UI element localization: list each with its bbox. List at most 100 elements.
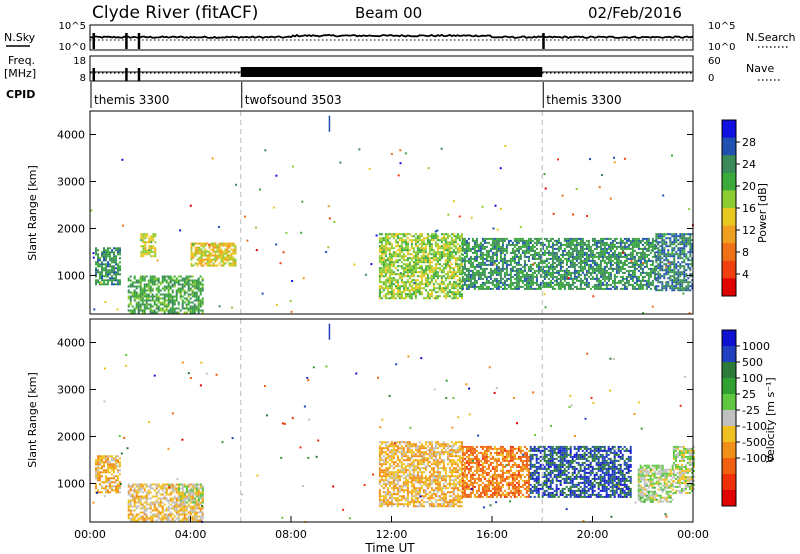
heat-feature-4 xyxy=(378,233,463,300)
ytick-label-1: 2000 xyxy=(57,222,85,235)
power-panel: Slant Range [km] 1000 2000 3000 4000 xyxy=(26,110,694,315)
noise-panel: N.Sky N.Search 10^5 10^0 10^5 10^0 xyxy=(4,21,796,53)
noise-ytick-bottom-right: 10^0 xyxy=(708,42,735,53)
colorbar-tick-label-6: 28 xyxy=(742,136,756,149)
noise-sky-label: N.Sky xyxy=(4,31,36,44)
colorbar-swatch-9 xyxy=(722,278,736,297)
colorbar-tick-label-0: 4 xyxy=(742,268,749,281)
colorbar-swatch-5 xyxy=(722,410,736,427)
freq-ytick-top-right: 60 xyxy=(708,56,721,67)
heat-feature-0 xyxy=(95,455,121,494)
xtick-label-6: 00:00 xyxy=(677,528,709,541)
colorbar-swatch-8 xyxy=(722,260,736,279)
noise-series-line xyxy=(89,33,694,40)
colorbar-tick-label-3: 16 xyxy=(742,202,756,215)
colorbar-tick-label-2: 12 xyxy=(742,224,756,237)
colorbar-swatch-4 xyxy=(722,394,736,411)
colorbar-swatch-6 xyxy=(722,426,736,443)
freq-unit-label: [MHz] xyxy=(4,67,36,80)
cpid-row: CPID themis 3300 twofsound 3503 themis 330… xyxy=(6,82,622,108)
noise-ytick-bottom-left: 10^0 xyxy=(59,42,86,53)
power-colorbar-label: Power [dB] xyxy=(756,183,769,243)
freq-label: Freq. xyxy=(8,54,35,67)
range-spike xyxy=(328,115,331,132)
noise-trace xyxy=(89,33,694,49)
freq-spike-0 xyxy=(92,68,96,81)
heat-feature-7 xyxy=(672,445,695,494)
heat-feature-3 xyxy=(190,242,237,267)
beam-label: Beam 00 xyxy=(355,4,422,22)
cpid-segment-2: themis 3300 xyxy=(546,93,621,107)
colorbar-swatch-0 xyxy=(722,330,736,347)
xtick-label-0: 00:00 xyxy=(74,528,106,541)
noise-spike-2 xyxy=(137,33,141,49)
ytick-label-3: 4000 xyxy=(57,336,85,349)
colorbar-tick-label-5: -100 xyxy=(742,420,767,433)
freq-ytick-bottom-right: 0 xyxy=(708,73,714,84)
freq-ytick-top-left: 18 xyxy=(73,56,86,67)
noise-spike-0 xyxy=(92,33,96,49)
colorbar-swatch-5 xyxy=(722,208,736,227)
date-label: 02/Feb/2016 xyxy=(588,4,682,22)
colorbar-tick-label-4: -25 xyxy=(742,404,760,417)
heat-feature-6 xyxy=(637,464,674,503)
colorbar-swatch-3 xyxy=(722,378,736,395)
ytick-label-3: 4000 xyxy=(57,128,85,141)
heat-feature-5 xyxy=(529,445,632,498)
time-axis-label: Time UT xyxy=(364,541,415,554)
colorbar-swatch-7 xyxy=(722,243,736,262)
ytick-label-1: 2000 xyxy=(57,430,85,443)
noise-spike-3 xyxy=(542,33,545,49)
colorbar-swatch-2 xyxy=(722,362,736,379)
colorbar-tick-label-7: -1000 xyxy=(742,452,774,465)
colorbar-tick-label-4: 20 xyxy=(742,180,756,193)
noise-ytick-top-right: 10^5 xyxy=(708,21,735,32)
noise-search-label: N.Search xyxy=(746,31,796,44)
colorbar-swatch-1 xyxy=(722,346,736,363)
range-spike xyxy=(328,323,331,340)
velocity-heatmap xyxy=(92,323,695,523)
xtick-label-3: 12:00 xyxy=(376,528,408,541)
colorbar-swatch-2 xyxy=(722,155,736,174)
heat-scatter xyxy=(90,115,694,315)
colorbar-swatch-8 xyxy=(722,458,736,475)
heat-feature-5 xyxy=(461,237,656,290)
cpid-segment-0: themis 3300 xyxy=(94,93,169,107)
heat-scatter xyxy=(92,323,687,523)
velocity-colorbar-label: Velocity [m s⁻¹] xyxy=(764,377,777,462)
xtick-label-5: 20:00 xyxy=(577,528,609,541)
noise-ytick-top-left: 10^5 xyxy=(59,21,86,32)
freq-spike-1 xyxy=(125,68,128,81)
freq-trace xyxy=(90,67,693,81)
colorbar-tick-label-5: 24 xyxy=(742,158,756,171)
colorbar-tick-label-6: -500 xyxy=(742,436,767,449)
ytick-label-0: 1000 xyxy=(57,269,85,282)
ytick-label-2: 3000 xyxy=(57,175,85,188)
power-colorbar: 4 8 12 16 20 24 28 Power [dB] xyxy=(721,119,769,297)
freq-panel: Freq. [MHz] Nave 18 8 60 0 xyxy=(4,54,780,84)
colorbar-tick-label-1: 8 xyxy=(742,246,749,259)
colorbar-swatch-0 xyxy=(722,120,736,139)
heat-feature-2 xyxy=(140,233,157,258)
station-title: Clyde River (fitACF) xyxy=(92,3,258,23)
colorbar-tick-label-1: 500 xyxy=(742,356,763,369)
colorbar-swatch-3 xyxy=(722,172,736,191)
noise-spike-1 xyxy=(125,33,128,49)
colorbar-swatch-7 xyxy=(722,442,736,459)
colorbar-swatch-10 xyxy=(722,490,736,507)
freq-band-twofsound xyxy=(240,67,543,77)
time-axis: 00:00 04:00 08:00 12:00 16:00 20:00 00:00 xyxy=(74,516,709,541)
velocity-ylabel: Slant Range [km] xyxy=(26,372,39,468)
cpid-segment-1: twofsound 3503 xyxy=(245,93,342,107)
colorbar-swatch-1 xyxy=(722,137,736,156)
heat-feature-1 xyxy=(127,275,204,314)
ytick-label-0: 1000 xyxy=(57,477,85,490)
nave-label: Nave xyxy=(746,62,774,75)
freq-ytick-bottom-left: 8 xyxy=(80,73,86,84)
freq-spike-2 xyxy=(137,68,141,81)
xtick-label-4: 16:00 xyxy=(476,528,508,541)
colorbar-tick-label-0: 1000 xyxy=(742,340,770,353)
colorbar-frame xyxy=(721,329,737,507)
velocity-colorbar: 1000 500 100 25 -25 -100 -500 -1000 Velocity [m… xyxy=(721,329,777,507)
